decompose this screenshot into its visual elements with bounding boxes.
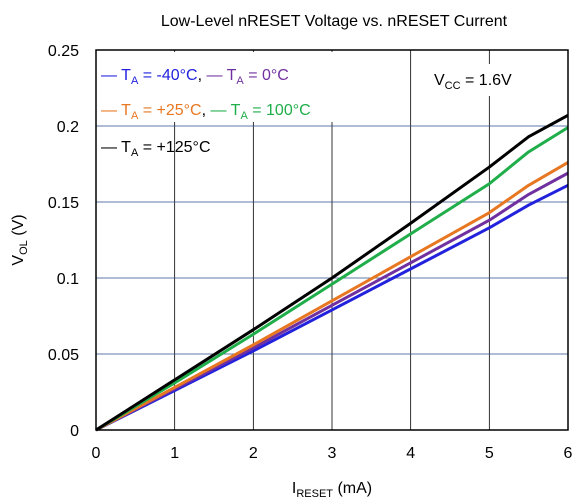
y-axis-label: VOL (V)	[10, 214, 30, 265]
legend-entry-sub: A	[236, 75, 244, 87]
series-line	[95, 171, 569, 432]
legend-entry: — T	[101, 67, 131, 84]
legend-separator: ,	[202, 102, 211, 119]
y-tick-label: 0	[70, 423, 79, 440]
legend-entry-sub: A	[131, 110, 139, 122]
legend-entry-sub: A	[131, 75, 139, 87]
series-line	[95, 114, 569, 432]
series-line	[95, 126, 569, 432]
legend-entry: — T	[101, 139, 131, 156]
y-tick-label: 0.2	[57, 119, 79, 136]
legend-entry-text: = -40°C	[138, 67, 197, 84]
x-tick-label: 2	[249, 445, 258, 462]
legend-background	[97, 52, 382, 122]
x-tick-label: 6	[564, 445, 573, 462]
legend-entry: — T	[101, 102, 131, 119]
legend-row: — TA = +125°C	[101, 139, 211, 159]
legend-row: — TA = +25°C, — TA = 100°C	[101, 102, 311, 122]
legend-entry-text: = 100°C	[248, 102, 311, 119]
legend-entry-text: = +25°C	[138, 102, 201, 119]
x-tick-labels: 0 1 2 3 4 5 6	[92, 445, 573, 462]
legend-row: — TA = -40°C, — TA = 0°C	[101, 67, 289, 87]
legend-separator: ,	[198, 67, 207, 84]
y-tick-label: 0.15	[48, 195, 79, 212]
series-lines	[95, 114, 569, 432]
y-tick-label: 0.05	[48, 347, 79, 364]
x-tick-label: 0	[92, 445, 101, 462]
series-line	[95, 161, 569, 432]
y-tick-labels: 0 0.05 0.1 0.15 0.2 0.25	[48, 43, 79, 440]
legend-entry-sub: A	[131, 147, 139, 159]
x-tick-label: 4	[406, 445, 415, 462]
y-tick-label: 0.25	[48, 43, 79, 60]
legend-entry-text: = 0°C	[244, 67, 289, 84]
vcc-annotation: VCC = 1.6V	[434, 72, 512, 92]
series-line	[95, 183, 569, 432]
legend-entry: — T	[211, 102, 241, 119]
legend-entry-sub: A	[240, 110, 248, 122]
y-tick-label: 0.1	[57, 271, 79, 288]
x-tick-label: 5	[485, 445, 494, 462]
x-tick-label: 1	[170, 445, 179, 462]
legend-entry-text: = +125°C	[138, 139, 210, 156]
x-tick-label: 3	[328, 445, 337, 462]
plot-frame	[95, 49, 569, 431]
x-axis-label: IRESET (mA)	[292, 480, 372, 500]
annotation-background	[418, 64, 546, 96]
legend-entry: — T	[206, 67, 236, 84]
chart-title: Low-Level nRESET Voltage vs. nRESET Curr…	[161, 13, 508, 30]
legend: — TA = -40°C, — TA = 0°C— TA = +25°C, — …	[101, 67, 311, 159]
